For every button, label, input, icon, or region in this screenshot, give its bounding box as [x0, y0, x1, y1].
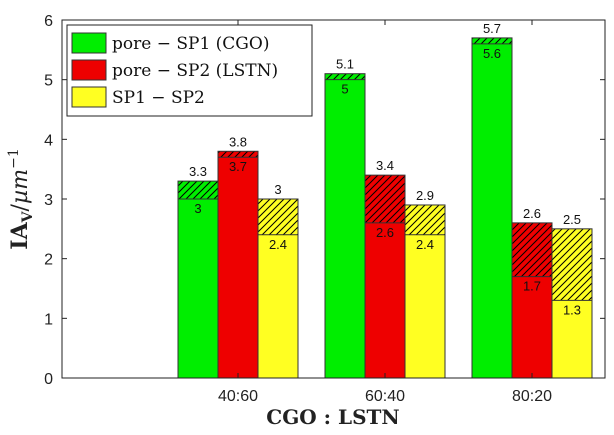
- legend-label: pore − SP2 (LSTN): [112, 61, 278, 81]
- y-tick-label: 1: [44, 311, 53, 328]
- x-tick-label: 60:40: [365, 388, 405, 405]
- bar-upper-label: 5.7: [483, 21, 501, 36]
- y-axis-title: IAV/µm−1: [6, 148, 36, 250]
- bar-hatch-segment: [258, 199, 298, 235]
- legend-swatch: [71, 59, 107, 81]
- bar-upper-label: 2.5: [563, 212, 581, 227]
- y-tick-label: 2: [44, 252, 53, 269]
- legend-label: SP1 − SP2: [112, 88, 205, 108]
- bar-hatch-segment: [178, 181, 218, 199]
- x-tick-label: 40:60: [218, 388, 258, 405]
- bar-upper-label: 2.6: [523, 206, 541, 221]
- bar-hatch-segment: [512, 222, 552, 277]
- bar-hatch-segment: [552, 228, 592, 301]
- legend-label: pore − SP1 (CGO): [112, 34, 269, 54]
- y-title-sub: V: [20, 210, 36, 223]
- legend-swatch: [71, 32, 107, 54]
- y-title-main: IA: [7, 221, 33, 249]
- bar-lower-label: 3.7: [229, 159, 247, 174]
- x-tick-label: 80:20: [512, 388, 552, 405]
- y-axis-ticks: 0 1 2 3 4 5 6: [44, 13, 605, 388]
- y-tick-label: 6: [44, 13, 53, 30]
- bar-lower-label: 2.4: [416, 237, 434, 252]
- y-tick-label: 5: [44, 73, 53, 90]
- bar: [472, 37, 512, 379]
- bar-lower-label: 2.6: [376, 225, 394, 240]
- y-title-exp: −1: [6, 148, 22, 169]
- bar-upper-label: 3: [274, 182, 281, 197]
- bar-hatch-segment: [472, 37, 512, 44]
- y-title-slash: /: [8, 204, 33, 212]
- bar-upper-label: 5.1: [336, 57, 354, 72]
- y-tick-label: 3: [44, 192, 53, 209]
- bar-hatch-segment: [218, 151, 258, 158]
- bar: [178, 181, 218, 378]
- legend-swatch: [71, 86, 107, 108]
- bar-upper-label: 2.9: [416, 188, 434, 203]
- x-axis-ticks: 40:60 60:40 80:20: [218, 20, 552, 405]
- bar-labels-layer: 3.3 3 5.1 5 5.7 5.6 3.8 3.7 3.4 2.6 2.6 1.7 3 2.4 2.9 2…: [189, 21, 581, 318]
- bar-lower-label: 1.7: [523, 279, 541, 294]
- bar-upper-label: 3.8: [229, 134, 247, 149]
- y-tick-label: 4: [44, 132, 53, 149]
- bar-lower-label: 3: [194, 201, 201, 216]
- x-axis-title: CGO : LSTN: [266, 405, 399, 429]
- bar-hatch-segment: [405, 204, 445, 235]
- bar-upper-label: 3.4: [376, 158, 394, 173]
- bar-hatch-segment: [325, 73, 365, 80]
- bar: [218, 151, 258, 378]
- bar: [325, 73, 365, 378]
- y-title-mu: µ: [8, 190, 33, 204]
- y-title-m: m: [8, 169, 33, 190]
- bar-hatch-segment: [365, 175, 405, 223]
- bar-upper-label: 3.3: [189, 164, 207, 179]
- legend: pore − SP1 (CGO) pore − SP2 (LSTN) SP1 − S…: [66, 24, 313, 117]
- bar-lower-label: 5.6: [483, 46, 501, 61]
- bar-lower-label: 1.3: [563, 302, 581, 317]
- legend-box: [66, 24, 313, 117]
- bar-lower-label: 2.4: [269, 237, 287, 252]
- bar-lower-label: 5: [341, 82, 348, 97]
- y-tick-label: 0: [44, 371, 53, 388]
